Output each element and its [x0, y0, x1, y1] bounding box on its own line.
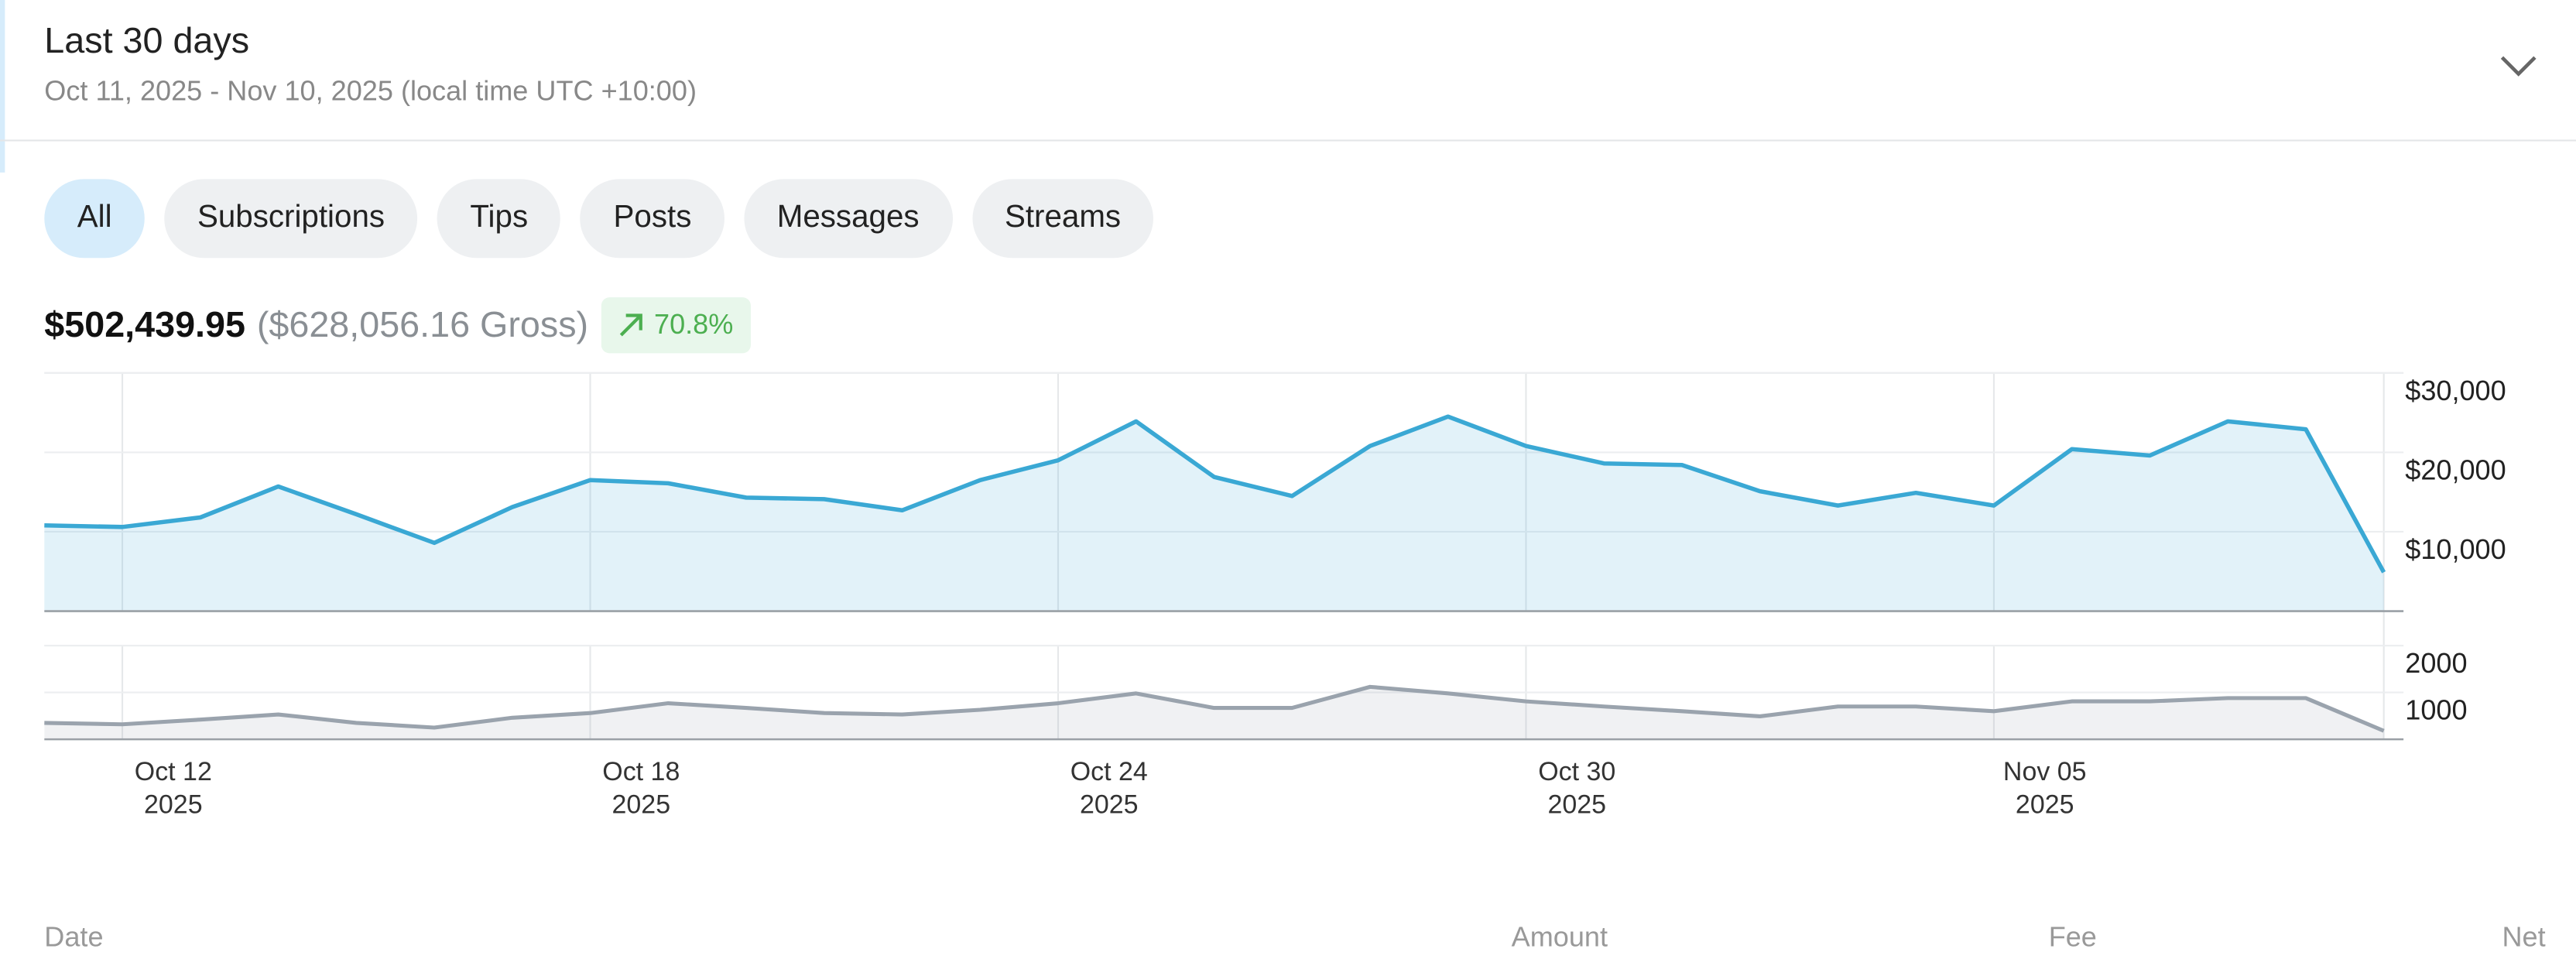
change-value: 70.8% — [654, 309, 734, 341]
x-tick-label: Oct 30 2025 — [1538, 759, 1616, 820]
gross-total: ($628,056.16 Gross) — [256, 303, 589, 345]
change-badge: 70.8% — [601, 297, 752, 354]
column-header: Fee — [2048, 921, 2097, 954]
series-line — [44, 414, 2386, 574]
x-tick-label: Nov 05 2025 — [2002, 759, 2087, 820]
filter-tabs: All Subscriptions Tips Posts Messages Streams — [44, 179, 1154, 259]
filter-tab[interactable]: Messages — [744, 179, 953, 259]
x-tick-label: Oct 18 2025 — [602, 759, 680, 820]
column-header: Net — [2502, 921, 2546, 954]
period-title: Last 30 days — [44, 19, 250, 61]
period-range: Oct 11, 2025 - Nov 10, 2025 (local time … — [44, 75, 697, 107]
y-tick-label: $10,000 — [2405, 533, 2506, 565]
filter-tab[interactable]: Posts — [581, 179, 724, 259]
x-tick-label: Oct 24 2025 — [1070, 759, 1148, 820]
y-tick-label: 1000 — [2405, 694, 2467, 726]
y-tick-label: 2000 — [2405, 647, 2467, 679]
y-tick-label: $30,000 — [2405, 375, 2506, 406]
up-arrow-icon — [620, 313, 643, 337]
area-fill — [44, 687, 2384, 740]
column-header: Date — [44, 921, 104, 954]
area-fill — [44, 416, 2384, 611]
y-tick-label: $20,000 — [2405, 454, 2506, 485]
summary: $502,439.95 ($628,056.16 Gross) 70.8% — [44, 297, 752, 354]
filter-tab[interactable]: Tips — [437, 179, 561, 259]
dropdown-chevron[interactable] — [2496, 50, 2541, 82]
filter-tab[interactable]: Subscriptions — [164, 179, 418, 259]
column-header: Amount — [1511, 921, 1608, 954]
x-tick-label: Oct 12 2025 — [134, 759, 212, 820]
accent-bar — [0, 0, 5, 173]
net-total: $502,439.95 — [44, 303, 245, 345]
series-line — [44, 684, 2385, 733]
filter-tab[interactable]: Streams — [971, 179, 1154, 259]
divider — [0, 139, 2576, 142]
filter-tab[interactable]: All — [44, 179, 146, 259]
